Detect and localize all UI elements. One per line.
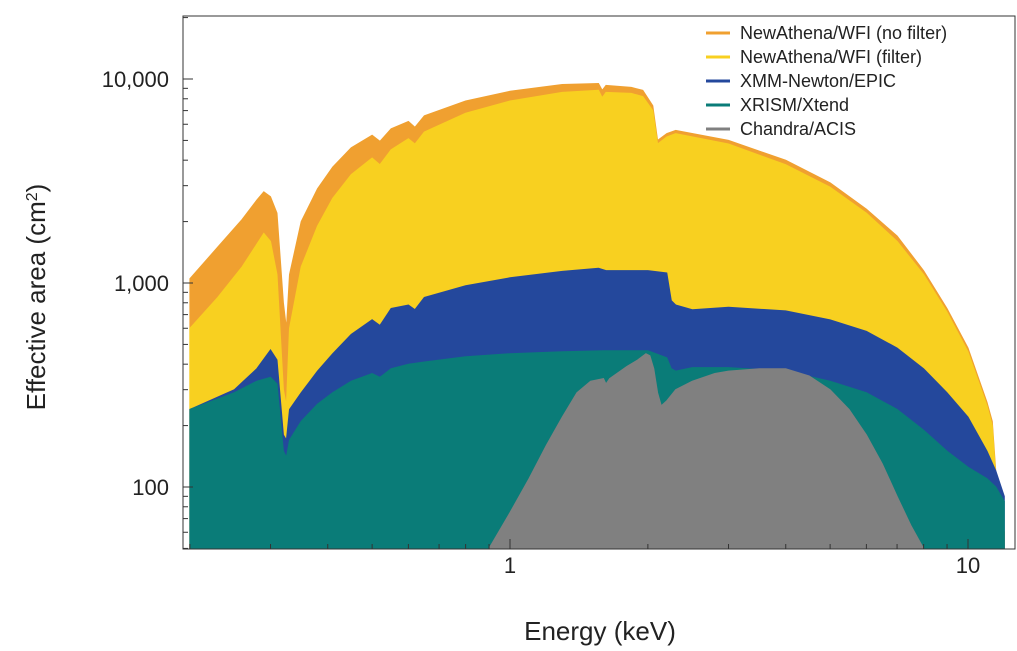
y-tick-label-0: 100 [132,475,169,500]
legend-label-3: XRISM/Xtend [740,95,849,115]
axis-ticks-group: 1 10 100 1,000 10,000 [102,17,980,578]
area-series-group [189,82,1005,549]
legend-label-1: NewAthena/WFI (filter) [740,47,922,67]
x-tick-label-0: 1 [504,553,516,578]
y-tick-label-2: 10,000 [102,67,169,92]
legend: NewAthena/WFI (no filter) NewAthena/WFI (… [706,23,947,139]
area-series-4 [488,353,925,549]
x-axis-label: Energy (keV) [524,616,676,646]
x-tick-label-1: 10 [956,553,980,578]
y-axis-label: Effective area (cm2) [21,184,51,411]
legend-label-4: Chandra/ACIS [740,119,856,139]
legend-label-0: NewAthena/WFI (no filter) [740,23,947,43]
legend-label-2: XMM-Newton/EPIC [740,71,896,91]
y-tick-label-1: 1,000 [114,271,169,296]
